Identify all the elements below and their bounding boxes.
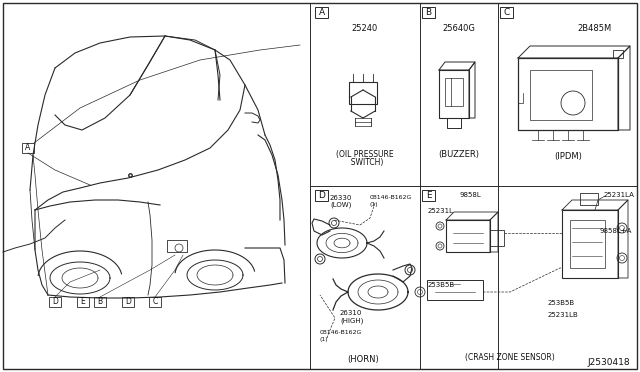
Text: 08146-B162G: 08146-B162G <box>370 195 412 200</box>
Bar <box>490 230 504 246</box>
Text: E: E <box>81 298 85 307</box>
Text: SWITCH): SWITCH) <box>346 158 384 167</box>
Text: (BUZZER): (BUZZER) <box>438 150 479 159</box>
Bar <box>149 297 161 307</box>
Text: E: E <box>426 191 431 200</box>
Text: J2530418: J2530418 <box>588 358 630 367</box>
Text: A: A <box>319 8 324 17</box>
Text: 9858L: 9858L <box>460 192 482 198</box>
Text: (IPDM): (IPDM) <box>554 152 582 161</box>
Bar <box>530 70 592 120</box>
Text: (LOW): (LOW) <box>330 202 351 208</box>
Text: (OIL PRESSURE: (OIL PRESSURE <box>336 150 394 159</box>
Text: 9858L+A: 9858L+A <box>600 228 632 234</box>
Bar <box>427 280 483 300</box>
Text: (CRASH ZONE SENSOR): (CRASH ZONE SENSOR) <box>465 353 555 362</box>
Text: 25231L: 25231L <box>428 208 454 214</box>
Bar <box>613 50 623 58</box>
Text: 253B5B: 253B5B <box>548 300 575 306</box>
Text: C: C <box>504 8 509 17</box>
Text: (1): (1) <box>320 337 328 342</box>
Text: 25240: 25240 <box>352 24 378 33</box>
Text: 253B5B: 253B5B <box>428 282 455 288</box>
Bar <box>49 297 61 307</box>
Text: (HIGH): (HIGH) <box>340 317 364 324</box>
Text: (HORN): (HORN) <box>347 355 379 364</box>
Bar <box>500 7 513 18</box>
Text: C: C <box>152 298 157 307</box>
Bar <box>315 190 328 201</box>
Text: 25231LA: 25231LA <box>604 192 635 198</box>
Text: D: D <box>52 298 58 307</box>
Text: 26310: 26310 <box>340 310 362 316</box>
Text: D: D <box>125 298 131 307</box>
Bar <box>447 118 461 128</box>
Bar <box>167 240 187 252</box>
Bar <box>570 220 605 268</box>
Text: B: B <box>426 8 431 17</box>
Bar <box>77 297 89 307</box>
Text: B: B <box>97 298 102 307</box>
Text: 25640G: 25640G <box>443 24 476 33</box>
Bar <box>94 297 106 307</box>
Bar <box>422 7 435 18</box>
Bar <box>122 297 134 307</box>
Bar <box>439 70 469 118</box>
Text: 26330: 26330 <box>330 195 353 201</box>
Text: 2B485M: 2B485M <box>578 24 612 33</box>
Text: A: A <box>26 144 31 153</box>
Text: 25231LB: 25231LB <box>548 312 579 318</box>
Bar <box>446 220 490 252</box>
Bar <box>580 193 598 205</box>
Bar <box>422 190 435 201</box>
Bar <box>562 210 618 278</box>
Text: 08146-B162G: 08146-B162G <box>320 330 362 335</box>
Bar <box>518 58 618 130</box>
Text: D: D <box>318 191 325 200</box>
Bar <box>315 7 328 18</box>
Bar <box>22 143 34 153</box>
Bar <box>445 78 463 106</box>
Text: (1): (1) <box>370 202 379 207</box>
Bar <box>349 82 377 104</box>
